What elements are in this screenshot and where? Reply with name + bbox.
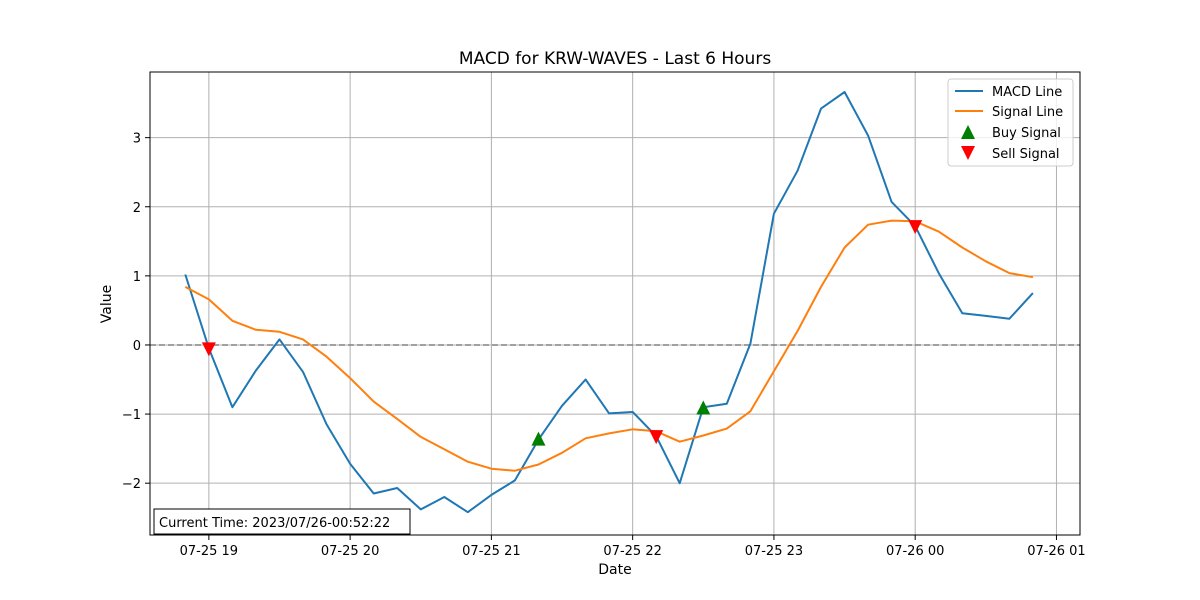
y-tick-label: 2 bbox=[133, 201, 141, 216]
legend-label-macd: MACD Line bbox=[992, 85, 1062, 100]
sell-signal-marker bbox=[908, 220, 923, 235]
current-time-annotation: Current Time: 2023/07/26-00:52:22 bbox=[153, 508, 411, 535]
x-axis-ticks: 07-25 19 07-25 20 07-25 21 07-25 22 07-25 23… bbox=[180, 535, 1086, 559]
annotation-box bbox=[153, 508, 411, 535]
x-tick-label: 07-25 19 bbox=[180, 544, 238, 559]
y-axis-label: Value bbox=[99, 285, 115, 323]
buy-signal-marker bbox=[531, 431, 546, 446]
x-tick-label: 07-26 00 bbox=[886, 544, 944, 559]
x-tick-label: 07-25 20 bbox=[321, 544, 379, 559]
sell-signal-marker bbox=[649, 430, 664, 445]
legend-label-sell: Sell Signal bbox=[992, 147, 1060, 162]
signal-line bbox=[184, 219, 1034, 472]
legend: MACD Line Signal Line Buy Signal Sell Si… bbox=[947, 78, 1074, 167]
x-tick-label: 07-25 21 bbox=[462, 544, 520, 559]
sell-signal-marker bbox=[201, 342, 216, 357]
y-tick-label: 3 bbox=[133, 132, 141, 147]
legend-label-buy: Buy Signal bbox=[992, 126, 1061, 141]
annotation-text: Current Time: 2023/07/26-00:52:22 bbox=[159, 516, 390, 531]
x-tick-label: 07-25 22 bbox=[603, 544, 661, 559]
legend-swatch-sell bbox=[961, 146, 975, 160]
signal-markers bbox=[201, 220, 923, 446]
plot-frame bbox=[149, 71, 1081, 536]
x-tick-label: 07-25 23 bbox=[745, 544, 803, 559]
y-tick-label: 0 bbox=[133, 339, 141, 354]
macd-line bbox=[184, 91, 1034, 514]
x-tick-label: 07-26 01 bbox=[1027, 544, 1085, 559]
y-tick-label: −1 bbox=[122, 408, 141, 423]
y-tick-label: 1 bbox=[133, 270, 141, 285]
legend-box bbox=[947, 78, 1074, 167]
legend-label-signal: Signal Line bbox=[992, 105, 1063, 120]
legend-swatch-buy bbox=[961, 125, 975, 139]
chart-title: MACD for KRW-WAVES - Last 6 Hours bbox=[459, 49, 771, 69]
y-axis-ticks: −2 −1 0 1 2 3 bbox=[122, 132, 150, 492]
y-tick-label: −2 bbox=[122, 477, 141, 492]
x-axis-label: Date bbox=[598, 562, 631, 578]
buy-signal-marker bbox=[696, 400, 711, 415]
series-lines bbox=[184, 91, 1034, 514]
